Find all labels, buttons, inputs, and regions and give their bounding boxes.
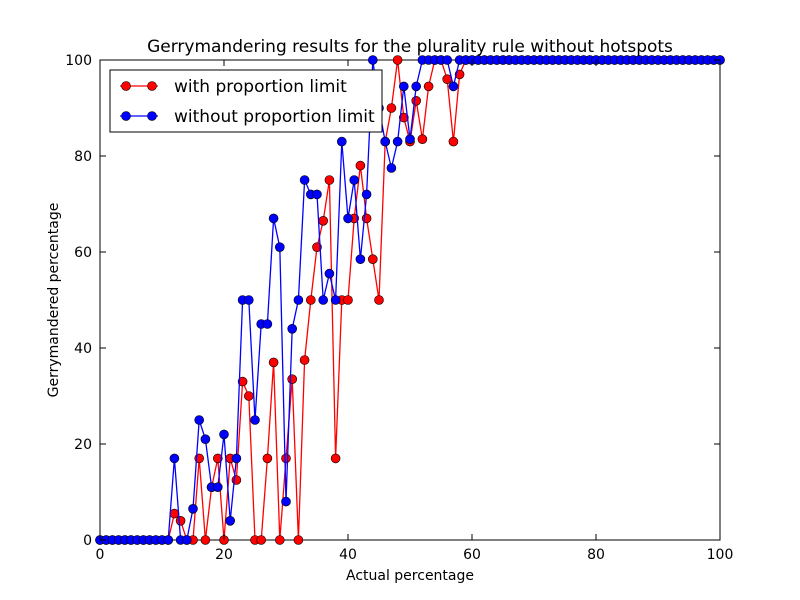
data-point	[312, 242, 322, 252]
x-tick-label: 60	[463, 547, 481, 563]
data-point	[336, 136, 347, 147]
data-point	[169, 453, 180, 464]
data-point	[448, 136, 459, 147]
data-point	[244, 391, 254, 401]
data-point	[343, 295, 353, 305]
data-point	[194, 415, 204, 425]
x-axis-label: Actual percentage	[346, 568, 474, 584]
data-point	[299, 175, 310, 185]
data-point	[262, 453, 273, 464]
data-point	[398, 81, 409, 92]
data-point	[398, 112, 409, 123]
data-point	[163, 535, 173, 545]
data-point	[262, 319, 273, 329]
legend-label-without-limit: without proportion limit	[174, 107, 375, 127]
data-point	[343, 213, 353, 224]
data-point	[250, 415, 260, 425]
data-point	[274, 242, 285, 252]
data-point	[442, 55, 453, 65]
data-point	[225, 515, 235, 526]
data-point	[380, 136, 391, 147]
data-point	[324, 175, 335, 185]
data-point	[281, 453, 291, 464]
data-point	[231, 453, 242, 464]
data-point	[318, 295, 329, 305]
data-point	[274, 535, 285, 545]
data-point	[312, 189, 322, 200]
data-point	[287, 323, 298, 334]
data-point	[386, 163, 397, 173]
data-point	[219, 429, 229, 440]
series-layer	[95, 55, 725, 545]
chart-title: Gerrymandering results for the plurality…	[147, 37, 673, 57]
plot-area	[95, 55, 725, 545]
data-point	[268, 213, 279, 224]
data-point	[244, 295, 254, 305]
y-axis-label: Gerrymandered percentage	[46, 203, 62, 398]
y-tick-label: 60	[74, 245, 92, 261]
data-point	[330, 295, 341, 305]
data-point	[293, 295, 304, 305]
data-point	[386, 103, 397, 113]
x-tick-label: 20	[215, 547, 233, 563]
data-point	[293, 535, 304, 545]
data-point	[355, 160, 366, 171]
legend-marker-without-limit-2	[147, 111, 157, 121]
x-tick-label: 80	[587, 547, 605, 563]
data-point	[299, 355, 310, 365]
y-tick-label: 80	[74, 149, 92, 165]
data-point	[374, 295, 384, 305]
tick-layer	[99, 59, 721, 541]
data-point	[367, 55, 378, 65]
legend: with proportion limit without proportion…	[109, 69, 383, 133]
data-point	[361, 189, 372, 200]
data-point	[169, 508, 180, 519]
y-tick-label: 20	[74, 437, 92, 453]
data-point	[231, 475, 242, 485]
legend-marker-with-limit-2	[147, 81, 157, 91]
data-point	[281, 496, 291, 507]
data-point	[349, 175, 360, 185]
legend-frame	[109, 69, 383, 133]
data-point	[213, 482, 223, 493]
data-point	[448, 81, 459, 92]
legend-marker-with-limit	[121, 81, 131, 91]
x-tick-label: 0	[96, 547, 105, 563]
data-point	[417, 134, 428, 144]
data-point	[392, 55, 403, 65]
series-1	[95, 55, 725, 545]
data-point	[213, 453, 223, 464]
y-tick-label: 0	[83, 533, 92, 549]
data-point	[423, 81, 434, 92]
data-point	[305, 295, 316, 305]
data-point	[392, 136, 403, 147]
data-point	[200, 535, 211, 545]
y-tick-label: 100	[65, 53, 92, 69]
data-point	[330, 453, 341, 464]
data-point	[355, 254, 366, 265]
legend-label-with-limit: with proportion limit	[174, 77, 347, 97]
x-tick-label: 100	[707, 547, 734, 563]
data-point	[256, 535, 267, 545]
data-point	[324, 268, 335, 279]
x-tick-labels: 0 20 40 60 80 100	[96, 547, 734, 563]
y-tick-label: 40	[74, 341, 92, 357]
data-point	[318, 216, 329, 226]
x-tick-label: 40	[339, 547, 357, 563]
y-tick-labels: 0 20 40 60 80 100	[65, 53, 92, 549]
data-point	[237, 376, 248, 387]
data-point	[268, 357, 279, 368]
data-point	[367, 254, 378, 265]
data-point	[200, 434, 211, 445]
data-point	[411, 96, 422, 106]
data-point	[182, 535, 192, 545]
data-point	[175, 515, 186, 526]
data-point	[405, 134, 415, 144]
data-point	[287, 374, 298, 385]
data-point	[188, 503, 198, 514]
data-point	[411, 81, 422, 92]
legend-marker-without-limit	[121, 111, 131, 121]
